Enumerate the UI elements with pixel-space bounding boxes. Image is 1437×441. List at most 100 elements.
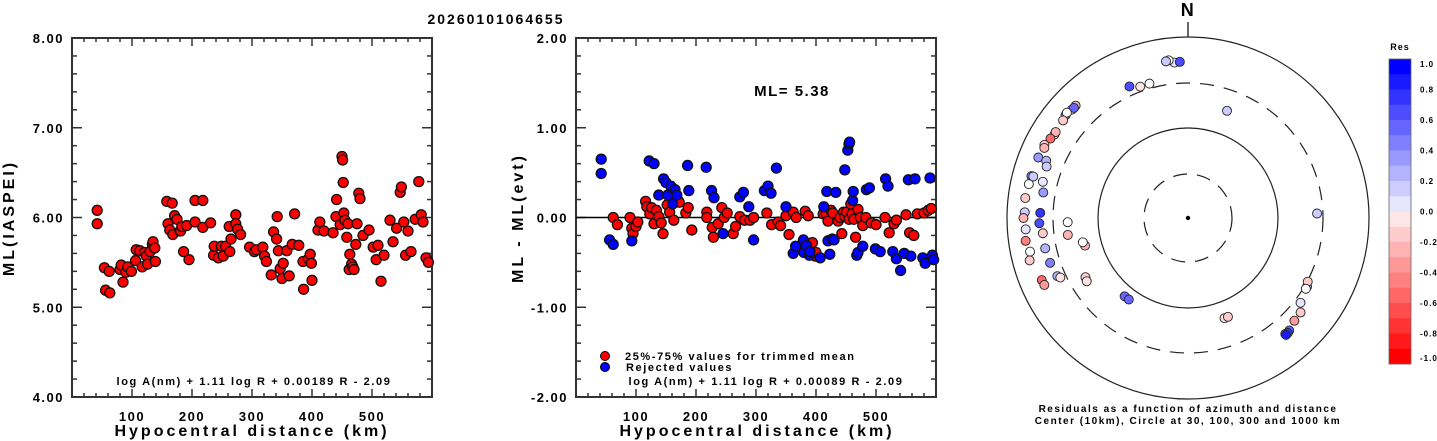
data-point bbox=[306, 274, 318, 286]
data-point bbox=[883, 227, 895, 239]
legend: 25%-75% values for trimmed mean Rejected… bbox=[600, 351, 854, 374]
data-point bbox=[595, 167, 607, 180]
ml-vs-distance-plot: 100 200 300 400 500 4.00 5.00 6.00 7.00 8.00 log … bbox=[1, 31, 435, 440]
ring-30km bbox=[1143, 173, 1233, 263]
station-point bbox=[1062, 229, 1073, 240]
magnitude-formula: log A(nm) + 1.11 log R + 0.00189 R - 2.0… bbox=[117, 376, 392, 388]
colorbar-tick-label: -0.4 bbox=[1420, 269, 1437, 278]
data-point bbox=[814, 252, 826, 264]
x-tick-label: 500 bbox=[359, 409, 385, 424]
data-point bbox=[882, 180, 894, 192]
data-point bbox=[104, 287, 116, 299]
colorbar-cell bbox=[1389, 242, 1411, 258]
station-point bbox=[1069, 102, 1079, 113]
legend-marker-trimmed-mean bbox=[600, 351, 610, 361]
y-tick-label: 6.00 bbox=[33, 211, 64, 226]
event-magnitude-label: ML= 5.38 bbox=[754, 83, 830, 100]
station-point bbox=[1025, 246, 1035, 257]
station-point bbox=[1123, 294, 1134, 305]
data-point bbox=[839, 164, 851, 176]
colorbar-cell bbox=[1389, 257, 1411, 273]
data-point bbox=[632, 216, 644, 228]
x-axis-title: Hypocentral distance (km) bbox=[114, 423, 389, 440]
x-axis-title: Hypocentral distance (km) bbox=[619, 423, 894, 440]
data-point bbox=[270, 233, 283, 245]
data-point bbox=[708, 192, 720, 204]
station-point bbox=[1300, 283, 1311, 294]
data-point bbox=[890, 214, 903, 226]
north-label: N bbox=[1181, 0, 1196, 20]
colorbar-cell bbox=[1389, 135, 1411, 151]
station-point bbox=[1039, 142, 1050, 153]
y-tick-label: 5.00 bbox=[33, 300, 64, 315]
data-point bbox=[925, 202, 937, 215]
colorbar-cell bbox=[1389, 333, 1411, 350]
colorbar-cell bbox=[1389, 181, 1411, 197]
colorbar-cell bbox=[1389, 59, 1411, 75]
data-point bbox=[177, 245, 190, 258]
y-tick-label: 1.00 bbox=[537, 121, 568, 136]
data-point bbox=[836, 228, 848, 240]
polar-caption-line1: Residuals as a function of azimuth and d… bbox=[1039, 404, 1338, 415]
data-point bbox=[802, 210, 814, 222]
y-tick-label: 0.00 bbox=[537, 211, 568, 226]
data-point bbox=[375, 275, 387, 287]
data-point bbox=[166, 197, 178, 209]
x-tick-label: 100 bbox=[623, 409, 649, 424]
colorbar-cell bbox=[1389, 272, 1411, 289]
data-point bbox=[149, 255, 162, 268]
data-point bbox=[224, 245, 236, 258]
legend-label-rejected: Rejected values bbox=[626, 362, 733, 374]
data-point bbox=[390, 222, 403, 234]
x-tick-label: 300 bbox=[743, 409, 769, 424]
station-point bbox=[1037, 176, 1048, 187]
data-point bbox=[682, 201, 694, 214]
station-point bbox=[1077, 237, 1088, 248]
y-axis-title: ML(IASPEI) bbox=[1, 160, 18, 276]
ring-1000km bbox=[1006, 36, 1370, 400]
data-point bbox=[318, 225, 330, 237]
data-point bbox=[770, 162, 783, 174]
colorbar-cell bbox=[1389, 165, 1411, 182]
data-point bbox=[183, 254, 195, 266]
data-point bbox=[271, 210, 283, 223]
station-point bbox=[1058, 115, 1069, 126]
magnitude-formula: log A(nm) + 1.11 log R + 0.00089 R - 2.0… bbox=[629, 376, 904, 388]
x-tick-label: 100 bbox=[119, 409, 145, 424]
data-point bbox=[611, 219, 624, 231]
colorbar-tick-label: -0.8 bbox=[1420, 330, 1437, 339]
data-point bbox=[91, 204, 103, 216]
data-point bbox=[818, 201, 830, 213]
data-point bbox=[384, 214, 396, 226]
data-point bbox=[774, 219, 787, 232]
data-point bbox=[843, 136, 856, 148]
station-point bbox=[1222, 311, 1233, 322]
y-tick-label: 7.00 bbox=[33, 121, 64, 136]
data-point bbox=[103, 265, 115, 278]
data-point bbox=[707, 231, 720, 243]
y-tick-label: 2.00 bbox=[537, 31, 568, 46]
data-point bbox=[717, 228, 729, 240]
data-point bbox=[655, 217, 667, 229]
ml-vs-distance-points bbox=[91, 150, 435, 299]
data-point bbox=[197, 194, 209, 207]
y-axis-title: ML - ML(evt) bbox=[510, 153, 527, 283]
data-point bbox=[747, 211, 760, 224]
station-point bbox=[1124, 81, 1135, 92]
station-point bbox=[1161, 56, 1171, 67]
station-point bbox=[1020, 224, 1031, 235]
colorbar-cell bbox=[1389, 303, 1411, 319]
residual-vs-distance-points bbox=[595, 136, 940, 277]
data-point bbox=[402, 225, 414, 237]
colorbar-tick-label: 0.2 bbox=[1420, 177, 1434, 186]
station-point bbox=[1038, 187, 1049, 198]
data-point bbox=[824, 248, 836, 260]
data-point bbox=[117, 276, 129, 288]
data-point bbox=[288, 208, 301, 220]
colorbar-cell bbox=[1389, 89, 1411, 106]
data-point bbox=[890, 253, 903, 265]
data-point bbox=[387, 236, 399, 248]
data-point bbox=[804, 245, 816, 258]
station-point bbox=[1024, 255, 1035, 266]
